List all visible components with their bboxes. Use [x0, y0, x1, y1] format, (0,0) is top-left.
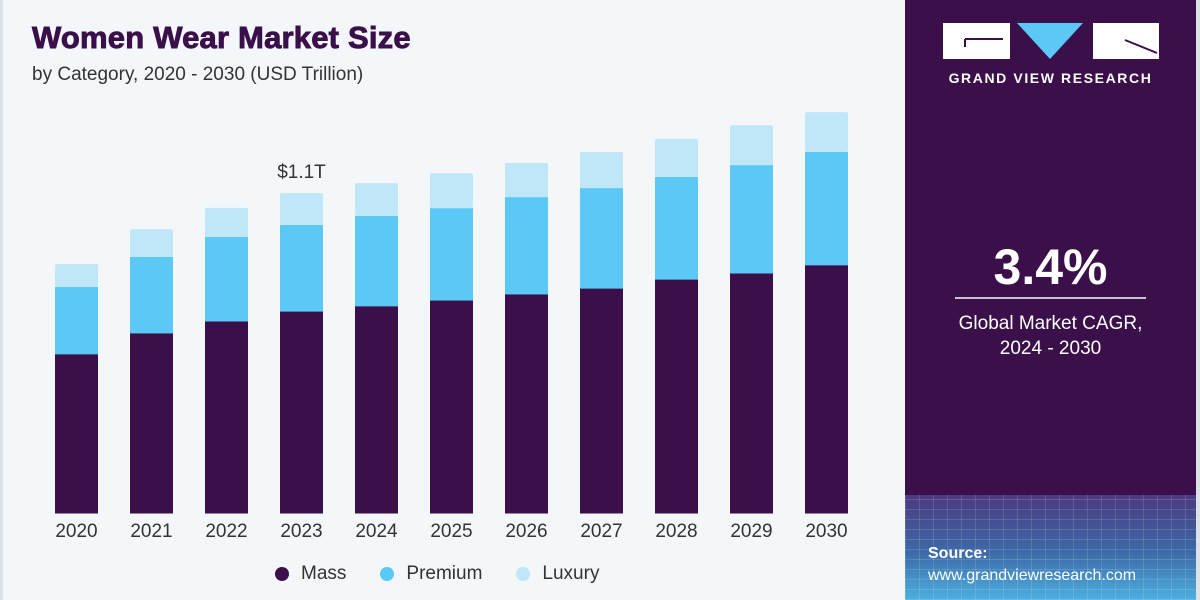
legend-item-premium: Premium — [380, 563, 482, 585]
x-tick-label-2022: 2022 — [205, 521, 247, 542]
bar-luxury-2024 — [355, 183, 398, 216]
legend: Mass Premium Luxury — [275, 563, 633, 585]
x-tick-label-2024: 2024 — [355, 521, 398, 542]
bar-premium-2026 — [505, 197, 548, 295]
chart-title: Women Wear Market Size — [32, 20, 412, 56]
x-tick-label-2020: 2020 — [55, 521, 97, 542]
bar-mass-2030 — [805, 264, 848, 514]
bar-luxury-2027 — [580, 151, 623, 189]
bar-mass-2028 — [655, 279, 698, 514]
bar-group-2020 — [55, 263, 98, 514]
bar-mass-2026 — [505, 293, 548, 514]
bar-premium-2023 — [280, 225, 323, 312]
brand-name: GRAND VIEW RESEARCH — [948, 70, 1153, 86]
bar-mass-2027 — [580, 288, 623, 514]
bar-premium-2024 — [355, 215, 398, 307]
logo-left-notch — [964, 38, 1003, 47]
bar-group-2023 — [280, 193, 323, 514]
bar-premium-2020 — [55, 286, 98, 355]
bar-premium-2029 — [730, 165, 773, 274]
bar-luxury-2029 — [730, 125, 773, 166]
bar-premium-2022 — [205, 236, 248, 322]
bar-mass-2023 — [280, 311, 323, 514]
bar-mass-2024 — [355, 305, 398, 514]
x-tick-label-2023: 2023 — [280, 521, 322, 542]
x-tick-label-2030: 2030 — [805, 521, 847, 542]
bar-group-2026 — [505, 163, 548, 514]
data-label-2023: $1.1T — [277, 162, 326, 183]
bar-group-2022 — [205, 207, 248, 514]
bar-group-2029 — [730, 125, 773, 514]
bar-group-2021 — [130, 229, 173, 514]
bar-mass-2029 — [730, 273, 773, 514]
bar-premium-2030 — [805, 151, 848, 266]
x-tick-label-2028: 2028 — [655, 521, 697, 542]
legend-label-premium: Premium — [406, 563, 483, 584]
logo-triangle — [1017, 23, 1083, 59]
logo-right-notch — [1124, 39, 1158, 54]
cagr-label: Global Market CAGR, 2024 - 2030 — [905, 311, 1196, 361]
x-tick-label-2027: 2027 — [580, 521, 622, 542]
bar-group-2025 — [430, 173, 473, 514]
legend-item-mass: Mass — [275, 563, 346, 585]
bar-group-2028 — [655, 138, 698, 514]
stacked-bar-chart: 2020 2021 2022 2023 2024 2025 2026 2027 2028 2029… — [55, 112, 848, 542]
legend-item-luxury: Luxury — [516, 563, 599, 585]
bar-mass-2025 — [430, 300, 473, 514]
legend-swatch-luxury — [516, 567, 531, 581]
bar-luxury-2022 — [205, 207, 248, 237]
right-border — [1196, 0, 1200, 600]
bar-luxury-2020 — [55, 263, 98, 287]
source-url[interactable]: www.grandviewresearch.com — [928, 567, 1137, 584]
bar-premium-2021 — [130, 257, 173, 334]
bar-premium-2025 — [430, 208, 473, 301]
bar-luxury-2021 — [130, 229, 173, 258]
logo-left-block — [943, 23, 1010, 59]
source-label: Source: — [928, 545, 988, 562]
legend-label-luxury: Luxury — [542, 563, 600, 584]
bar-premium-2027 — [580, 188, 623, 289]
bar-group-2030 — [805, 112, 848, 514]
bar-group-2024 — [355, 183, 398, 514]
legend-swatch-premium — [380, 567, 395, 581]
bar-group-2027 — [580, 151, 623, 514]
bar-mass-2020 — [55, 353, 98, 514]
bar-premium-2028 — [655, 177, 698, 280]
left-border — [0, 0, 3, 600]
bar-luxury-2028 — [655, 138, 698, 178]
legend-swatch-mass — [275, 567, 289, 581]
x-tick-label-2025: 2025 — [430, 521, 472, 542]
bar-mass-2021 — [130, 332, 173, 514]
chart-subtitle: by Category, 2020 - 2030 (USD Trillion) — [32, 64, 364, 85]
cagr-label-line2: 2024 - 2030 — [999, 338, 1102, 359]
grand-view-research-logo — [943, 23, 1159, 59]
cagr-divider — [955, 297, 1146, 299]
cagr-value: 3.4% — [993, 239, 1108, 295]
bar-luxury-2030 — [805, 112, 848, 152]
bar-mass-2022 — [205, 321, 248, 514]
bar-luxury-2023 — [280, 193, 323, 226]
x-tick-label-2026: 2026 — [505, 521, 547, 542]
bar-luxury-2026 — [505, 163, 548, 198]
legend-label-mass: Mass — [301, 563, 347, 584]
x-tick-label-2021: 2021 — [130, 521, 172, 542]
cagr-label-line1: Global Market CAGR, — [958, 313, 1143, 334]
x-tick-label-2029: 2029 — [730, 521, 772, 542]
info-panel: GRAND VIEW RESEARCH 3.4% Global Market C… — [905, 0, 1196, 600]
decorative-grid-background — [905, 495, 1196, 600]
bar-luxury-2025 — [430, 173, 473, 209]
